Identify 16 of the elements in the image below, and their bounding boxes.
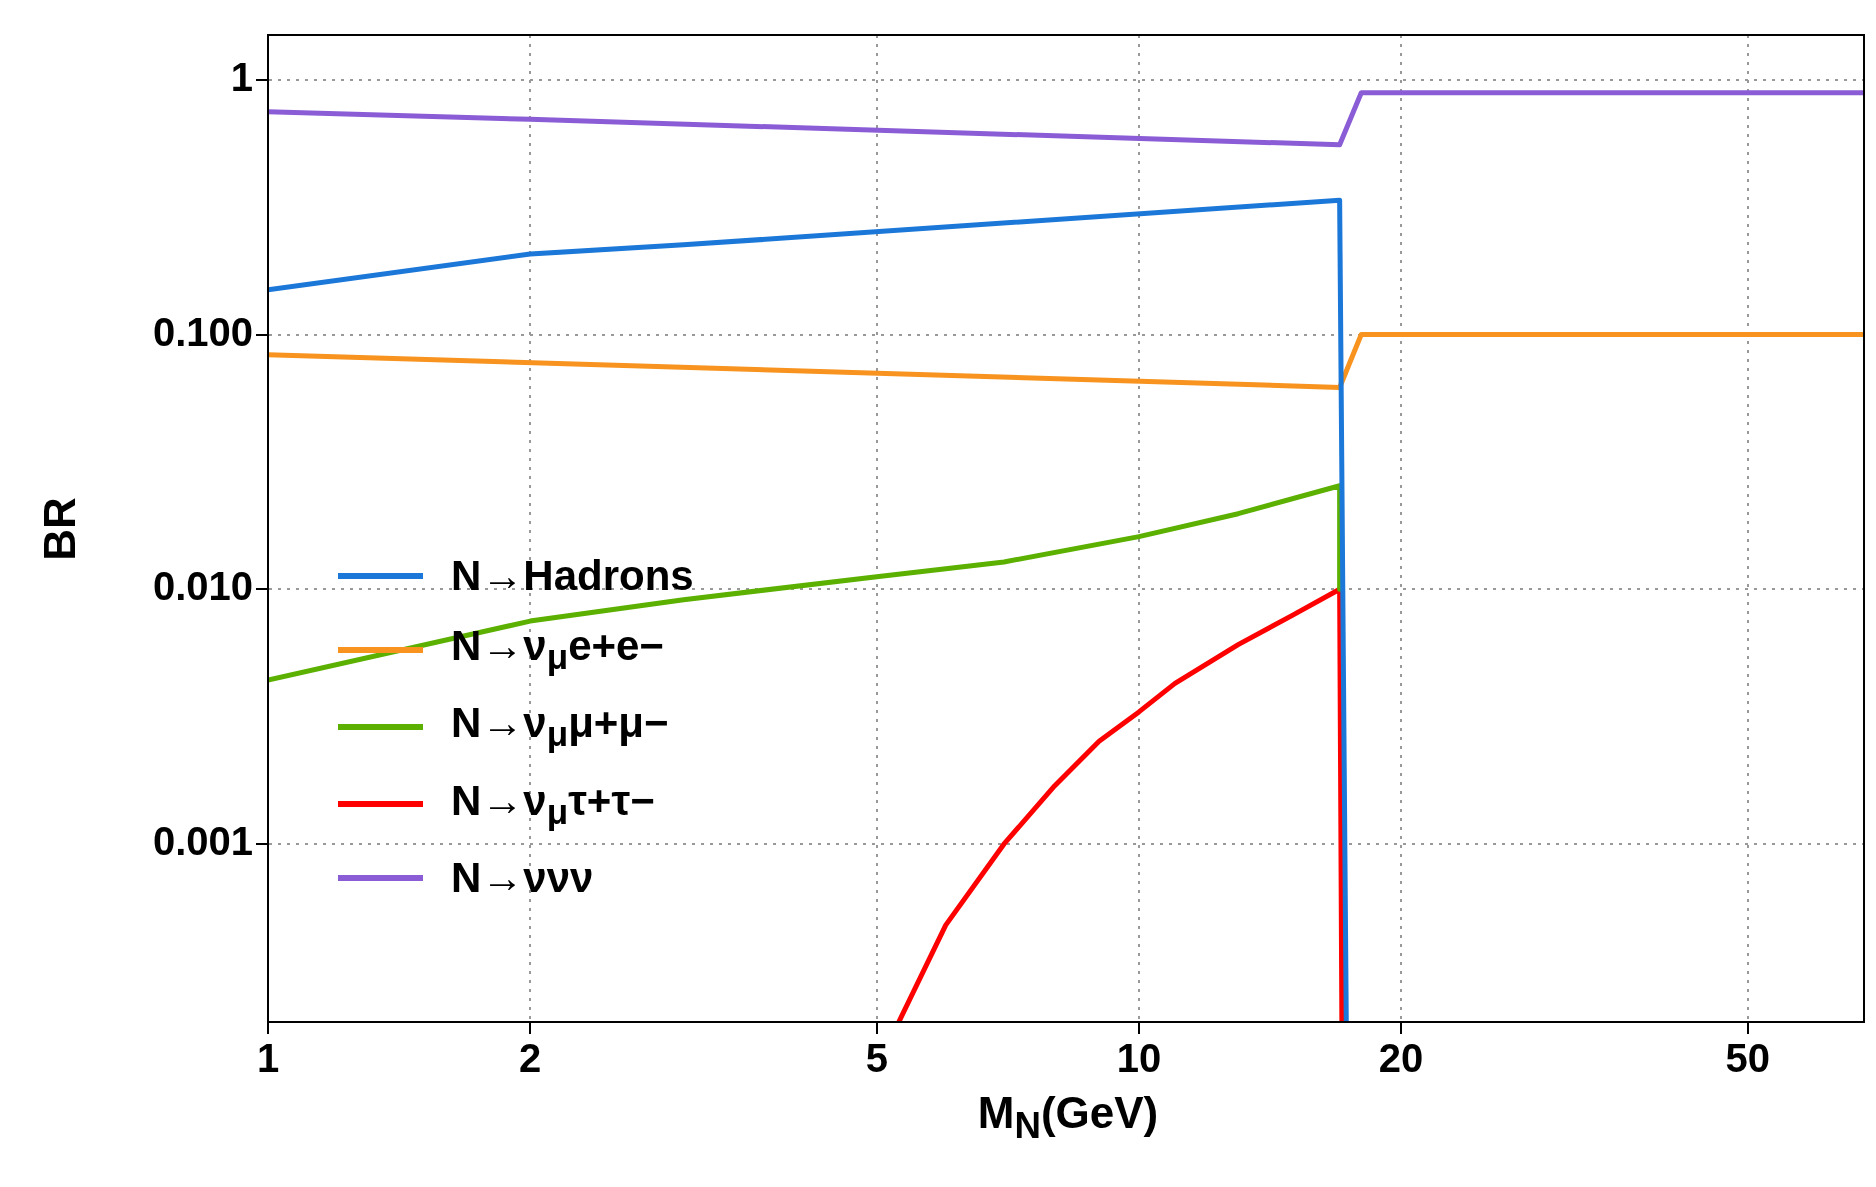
x-axis-title: M$_{N}$(GeV) (976, 1088, 1160, 1147)
y-tick-label: 0.100 (152, 309, 253, 354)
y-axis-title: BR (34, 496, 85, 561)
legend-label: N→ν$_{μ}$e+e− (451, 622, 664, 678)
x-tick-label: 50 (1725, 1036, 1770, 1081)
y-tick-label: 0.010 (152, 564, 253, 609)
x-tick-label: 20 (1378, 1036, 1424, 1081)
x-tick-label: 2 (519, 1036, 542, 1081)
y-tick-label: 0.001 (152, 819, 253, 863)
x-tick-label: 10 (1116, 1036, 1162, 1081)
legend-label: N→ν$_{μ}$τ+τ− (451, 776, 655, 833)
y-tick-label: 1 (230, 54, 253, 99)
x-tick-label: 5 (865, 1036, 888, 1081)
legend-label: N→ννν (451, 854, 594, 903)
legend-label: N→ν$_{μ}$μ+μ− (451, 699, 669, 755)
legend-label: N→Hadrons (451, 552, 694, 600)
